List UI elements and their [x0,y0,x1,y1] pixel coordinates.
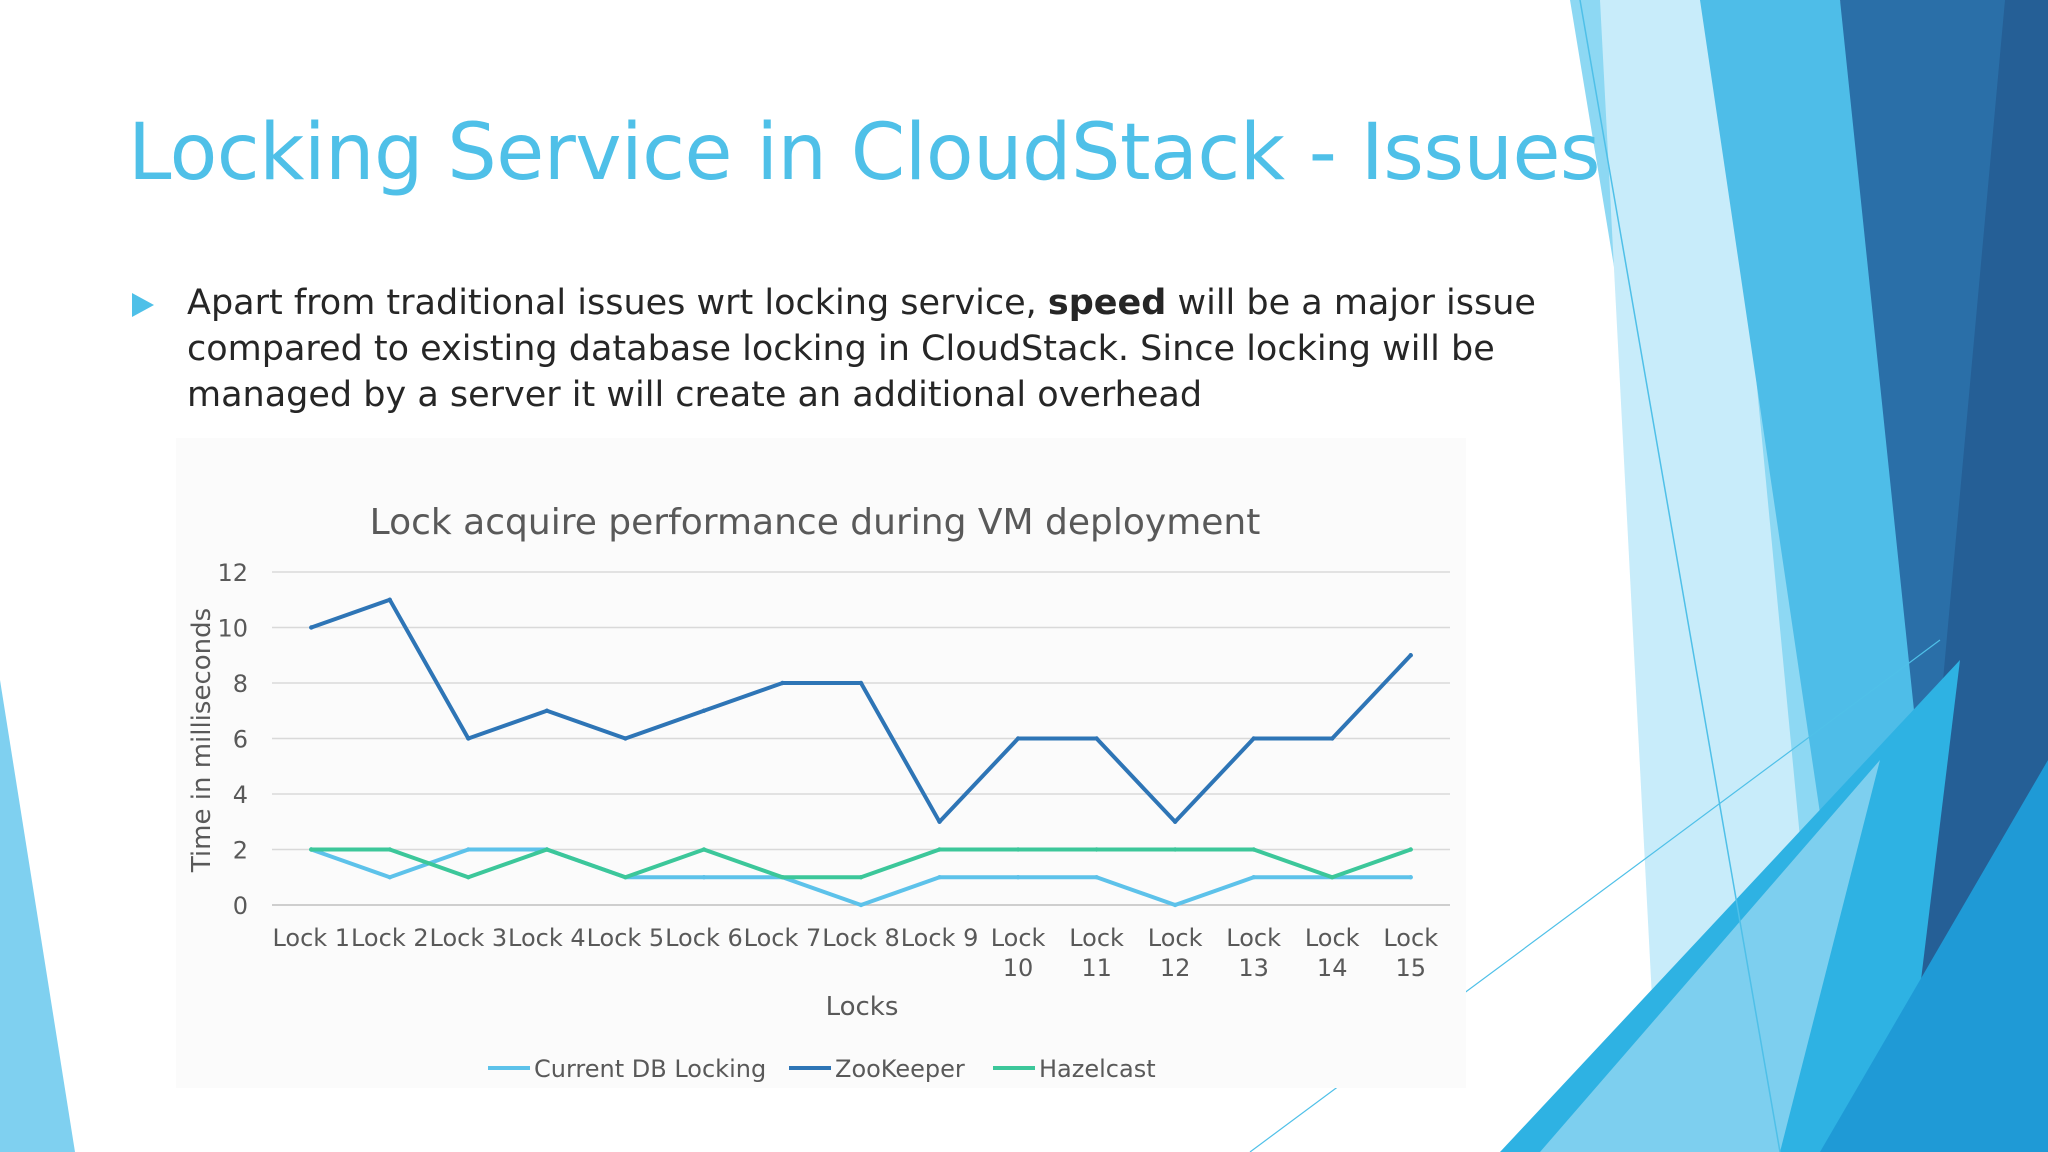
bullet-text: Apart from traditional issues wrt lockin… [187,280,1547,418]
x-tick-label: Lock 7 [744,924,822,952]
legend-label: Hazelcast [1039,1055,1156,1083]
y-tick-label: 0 [233,892,248,920]
data-point [701,875,707,880]
data-point [858,875,864,880]
bullet-text-after: will be a major issue compared to existi… [187,283,1536,415]
data-point [1172,902,1178,908]
data-point [1408,653,1413,658]
x-tick-label: Lock 8 [822,924,900,952]
data-point [1330,875,1335,880]
x-tick-label: Lock 1 [272,924,350,952]
series-line-zookeeper [309,597,1413,824]
data-point [466,736,471,741]
data-point [1015,847,1021,852]
y-tick-label: 10 [217,615,248,643]
data-point [701,847,707,852]
data-point [466,875,471,880]
y-tick-label: 6 [233,726,248,754]
data-point [309,847,314,852]
y-tick-label: 12 [217,559,248,587]
bottom-right-triangle [1820,760,2048,1152]
data-point [309,625,314,630]
x-tick-label: Lock 4 [508,924,586,952]
data-point [1094,847,1099,852]
y-tick-label: 2 [233,837,248,865]
data-point [1251,847,1256,852]
chart-legend: Current DB Locking ZooKeeper Hazelcast [488,1055,1156,1083]
data-point [1172,847,1178,852]
y-tick-labels: 0 2 4 6 8 10 12 [217,559,248,920]
data-point [780,875,785,880]
data-point [623,736,628,741]
data-point [1094,875,1099,880]
data-point [1015,875,1021,880]
data-point [858,902,864,908]
data-point [387,875,392,880]
data-point [387,847,392,852]
data-point [937,847,942,852]
x-tick-label: Lock 2 [351,924,429,952]
legend-label: ZooKeeper [835,1055,965,1083]
data-point [1408,847,1413,852]
slide-title: Locking Service in CloudStack - Issues [128,108,1601,198]
data-point [1172,819,1178,824]
data-point [1251,875,1256,880]
data-point [858,680,864,686]
x-tick-label: Lock 15 [1383,924,1438,982]
data-point [1015,736,1021,741]
left-accent-shape [0,680,75,1152]
legend-label: Current DB Locking [534,1055,766,1083]
x-tick-labels: Lock 1 Lock 2 Lock 3 Lock 4 Lock 5 Lock 6 Lock… [272,924,1438,982]
x-tick-label: Lock 13 [1226,924,1281,982]
bullet-marker-icon [132,293,154,317]
chart-title: Lock acquire performance during VM deplo… [370,502,1261,543]
x-axis-label: Locks [826,992,899,1022]
data-point [544,708,550,713]
bottom-pale-triangle [1540,760,1880,1152]
data-point [623,875,628,880]
y-tick-label: 4 [233,781,248,809]
x-tick-label: Lock 5 [587,924,665,952]
x-tick-label: Lock 3 [430,924,508,952]
data-point [466,847,471,852]
data-point [1408,875,1413,880]
data-point [937,819,942,824]
x-tick-label: Lock 9 [901,924,979,952]
bullet-text-before: Apart from traditional issues wrt lockin… [187,283,1048,323]
x-tick-label: Lock 6 [665,924,743,952]
x-tick-label: Lock 12 [1148,924,1203,982]
x-tick-label: Lock 14 [1305,924,1360,982]
chart-panel [176,438,1466,1088]
data-point [1094,736,1099,741]
data-point [544,847,550,852]
data-point [1251,736,1256,741]
series-line-hazelcast [309,847,1413,880]
y-tick-label: 8 [233,670,248,698]
decor-line-1 [1579,0,1781,1152]
series-lines [309,597,1413,908]
x-tick-label: Lock 10 [991,924,1046,982]
data-point [701,708,707,713]
y-axis-label: Time in milliseconds [187,608,217,873]
data-point [937,875,942,880]
data-point [780,680,785,686]
x-tick-label: Lock 11 [1069,924,1124,982]
bullet-text-bold: speed [1047,283,1167,323]
bottom-blue-triangle [1500,660,1960,1152]
data-point [387,597,392,602]
data-point [1330,736,1335,741]
